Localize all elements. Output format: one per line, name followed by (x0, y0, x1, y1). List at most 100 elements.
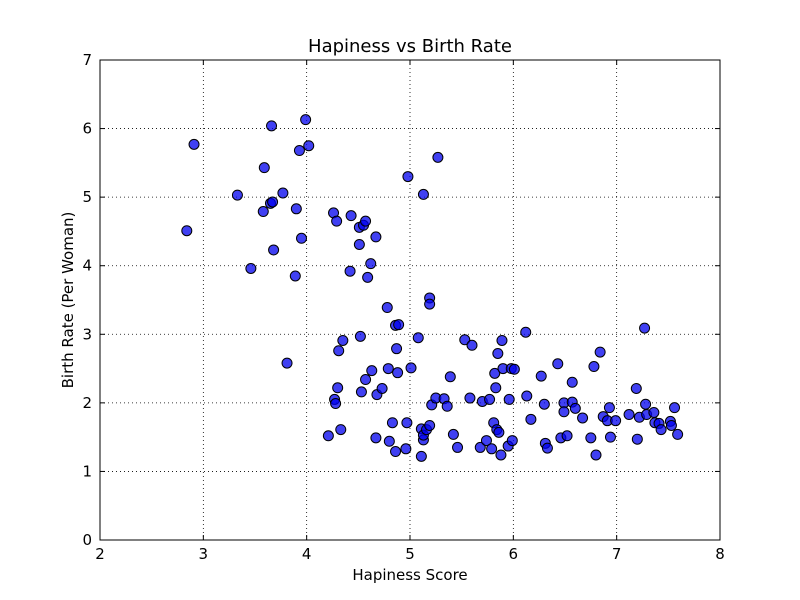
y-tick-label: 2 (82, 394, 92, 412)
data-point (552, 358, 564, 370)
data-point (508, 363, 520, 375)
data-point (541, 442, 553, 454)
data-point (484, 393, 496, 405)
data-point (490, 382, 502, 394)
data-point (266, 120, 278, 132)
data-point (360, 374, 372, 386)
data-point (489, 367, 501, 379)
data-point (603, 402, 615, 414)
data-point (640, 398, 652, 410)
data-point (464, 392, 476, 404)
data-point (496, 334, 508, 346)
data-point (415, 450, 427, 462)
data-point (665, 419, 677, 431)
data-point (353, 238, 365, 250)
data-point (293, 145, 305, 157)
data-point (648, 406, 660, 418)
y-tick-label: 4 (82, 257, 92, 275)
data-point (535, 370, 547, 382)
data-point (405, 362, 417, 374)
data-point (391, 343, 403, 355)
data-point (333, 345, 345, 357)
x-axis-title: Hapiness Score (352, 566, 467, 584)
data-point (281, 357, 293, 369)
x-tick-label: 3 (199, 545, 209, 563)
data-point (331, 215, 343, 227)
data-point (181, 225, 193, 237)
data-point (402, 171, 414, 183)
chart-title: Hapiness vs Birth Rate (308, 36, 512, 57)
data-point (669, 402, 681, 414)
data-point (424, 419, 436, 431)
data-point (486, 443, 498, 455)
data-point (258, 162, 270, 174)
y-axis-title: Birth Rate (Per Woman) (59, 212, 77, 389)
data-point (188, 138, 200, 150)
data-point (594, 346, 606, 358)
data-point (577, 412, 589, 424)
data-point (623, 409, 635, 421)
data-point (290, 203, 302, 215)
y-tick-label: 6 (82, 120, 92, 138)
data-point (452, 441, 464, 453)
data-point (344, 265, 356, 277)
data-point (381, 302, 393, 314)
x-tick-label: 4 (302, 545, 312, 563)
data-point (296, 232, 307, 244)
data-point (392, 367, 404, 379)
data-point (447, 428, 459, 440)
data-point (365, 258, 377, 270)
x-tick-label: 6 (509, 545, 519, 563)
data-point (330, 398, 342, 410)
data-point (585, 432, 597, 444)
data-point (417, 188, 429, 200)
data-point (521, 390, 533, 402)
data-point (493, 426, 505, 438)
data-point (631, 433, 643, 445)
data-point (412, 332, 424, 344)
data-point (444, 371, 456, 383)
data-point (289, 270, 301, 282)
data-point (360, 215, 372, 227)
data-point (257, 206, 269, 218)
data-point (520, 326, 532, 338)
x-tick-label: 5 (405, 545, 415, 563)
data-point (390, 446, 402, 458)
data-point (354, 330, 366, 342)
data-point (376, 382, 388, 394)
data-point (303, 140, 315, 152)
data-points (181, 114, 684, 462)
data-point (506, 435, 518, 447)
data-point (322, 430, 334, 442)
y-tick-label: 5 (82, 188, 92, 206)
data-point (630, 382, 642, 394)
data-point (345, 210, 357, 222)
data-point (558, 406, 570, 418)
data-point (588, 361, 600, 373)
data-point (332, 382, 344, 394)
data-point (366, 365, 378, 377)
data-point (561, 430, 573, 442)
data-point (268, 244, 280, 256)
data-point (277, 187, 289, 199)
data-point (604, 431, 616, 443)
data-point (503, 393, 515, 405)
data-point (569, 402, 581, 414)
data-point (393, 319, 405, 331)
x-tick-label: 7 (612, 545, 622, 563)
data-point (474, 441, 486, 453)
data-point (383, 435, 395, 447)
data-point (245, 262, 257, 274)
data-point (370, 231, 382, 243)
x-tick-label: 8 (715, 545, 725, 563)
grid-lines (99, 59, 721, 541)
data-point (335, 424, 347, 436)
data-point (466, 339, 478, 351)
data-point (267, 196, 279, 208)
y-tick-label: 0 (82, 531, 92, 549)
data-point (441, 400, 453, 412)
data-point (610, 415, 622, 427)
data-point (480, 435, 492, 447)
